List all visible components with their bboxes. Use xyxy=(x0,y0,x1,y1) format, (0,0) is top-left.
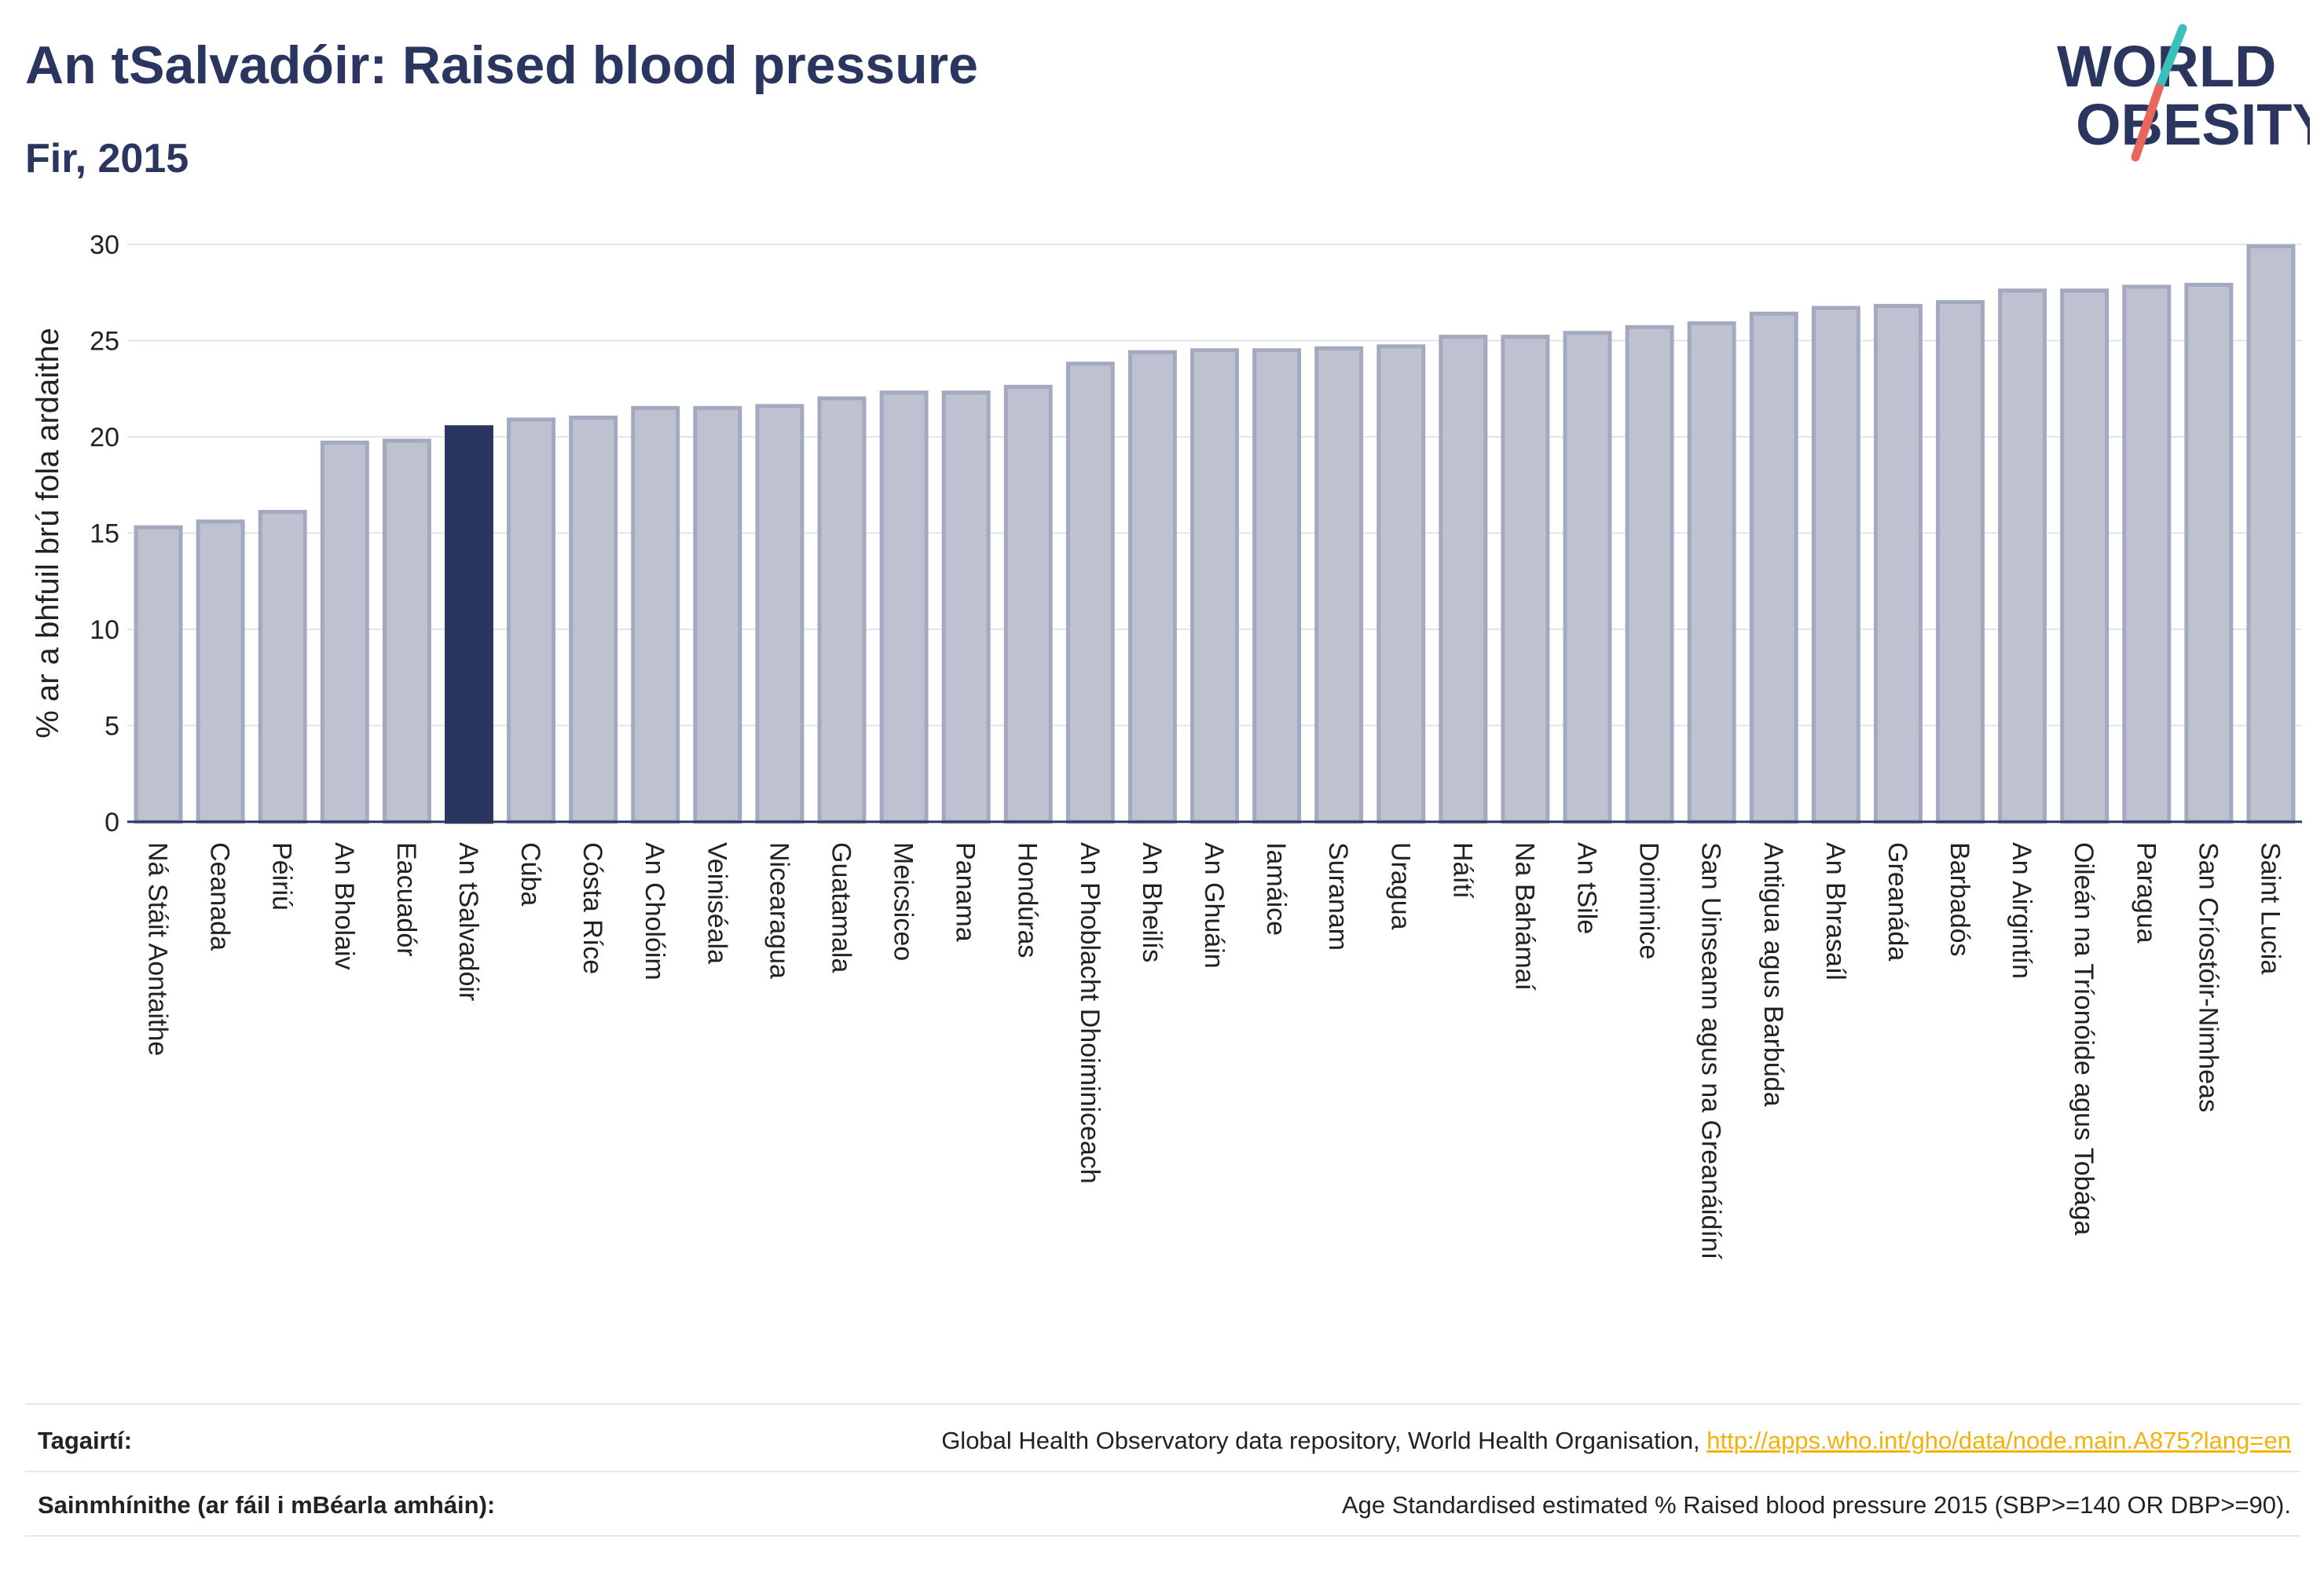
chart-title: An tSalvadóir: Raised blood pressure xyxy=(25,35,978,95)
bar[interactable] xyxy=(1439,335,1488,824)
x-tick-label: Na Bahámaí xyxy=(1509,842,1539,991)
bar[interactable] xyxy=(196,519,245,824)
bar[interactable] xyxy=(817,396,867,824)
bar[interactable] xyxy=(1873,303,1923,824)
bar-highlighted[interactable] xyxy=(445,425,493,824)
x-tick-label: San Críostóir-Nimheas xyxy=(2193,842,2223,1112)
bar[interactable] xyxy=(569,416,618,824)
x-tick-label: Veiniséala xyxy=(702,842,731,964)
y-tick-label: 10 xyxy=(90,615,119,645)
logo-slash-red xyxy=(2131,83,2164,162)
bar[interactable] xyxy=(879,390,929,824)
x-tick-label: Nicearagua xyxy=(764,842,794,979)
logo-line2: OBESITY xyxy=(2076,92,2310,157)
x-tick-label: An Bheilís xyxy=(1137,842,1167,962)
bar[interactable] xyxy=(755,404,805,824)
bar[interactable] xyxy=(1314,346,1364,824)
x-tick-label: Suranam xyxy=(1323,842,1353,951)
x-tick-label: Hondúras xyxy=(1013,842,1043,958)
y-tick-label: 25 xyxy=(90,327,119,357)
x-tick-label: Panama xyxy=(951,842,981,942)
bar[interactable] xyxy=(2122,284,2172,824)
x-tick-label: Antigua agus Barbúda xyxy=(1758,842,1788,1107)
footer-divider-top xyxy=(25,1403,2300,1405)
references-value: Global Health Observatory data repositor… xyxy=(941,1427,2291,1455)
chart-subtitle: Fir, 2015 xyxy=(25,136,189,181)
references-text: Global Health Observatory data repositor… xyxy=(941,1427,1707,1454)
x-tick-label: Cúba xyxy=(515,842,545,906)
x-tick-label: An Phoblacht Dhoiminiceach xyxy=(1075,842,1105,1184)
x-tick-label: Iamáice xyxy=(1261,842,1291,936)
bar[interactable] xyxy=(1811,306,1860,824)
bar[interactable] xyxy=(1190,348,1239,824)
bar[interactable] xyxy=(693,405,742,824)
bar[interactable] xyxy=(2184,282,2234,824)
y-tick-label: 20 xyxy=(90,423,119,453)
bar[interactable] xyxy=(1003,384,1053,824)
y-axis-label: % ar a bhfuil brú fola ardaithe xyxy=(31,328,65,739)
definitions-label: Sainmhínithe (ar fáil i mBéarla amháin): xyxy=(38,1491,496,1519)
x-tick-label: Doiminice xyxy=(1634,842,1664,959)
x-tick-label: An Airgintín xyxy=(2007,842,2036,979)
bar[interactable] xyxy=(134,525,183,824)
bar[interactable] xyxy=(1252,348,1302,824)
x-tick-label: Paragua xyxy=(2131,842,2161,944)
x-tick-label: Meicsiceo xyxy=(889,842,918,961)
x-tick-label: Greanáda xyxy=(1882,842,1912,961)
bar[interactable] xyxy=(258,510,307,824)
x-tick-label: Oileán na Tríonóide agus Tobága xyxy=(2069,842,2099,1235)
references-row: Tagairtí: Global Health Observatory data… xyxy=(38,1427,2291,1458)
definitions-value: Age Standardised estimated % Raised bloo… xyxy=(1341,1491,2291,1519)
bar[interactable] xyxy=(382,438,431,824)
x-tick-label: An Ghuáin xyxy=(1199,842,1229,969)
x-tick-label: An tSile xyxy=(1572,842,1602,934)
bar[interactable] xyxy=(941,390,991,824)
x-tick-label: Saint Lucia xyxy=(2255,842,2285,974)
x-tick-label: San Uinseann agus na Greanáidíní xyxy=(1696,842,1726,1260)
y-axis-ticks: 0 5 10 15 20 25 30 xyxy=(90,230,119,837)
logo-slash-teal xyxy=(2154,24,2187,93)
bar[interactable] xyxy=(1065,361,1115,824)
x-tick-label: An Cholóim xyxy=(640,842,669,980)
x-tick-label: Ná Stáit Aontaithe xyxy=(143,842,173,1056)
y-tick-label: 5 xyxy=(104,712,119,742)
y-tick-label: 30 xyxy=(90,230,119,260)
x-tick-label: Cósta Ríce xyxy=(577,842,607,974)
x-tick-label: Barbadós xyxy=(1945,842,1974,957)
x-axis-ticks: Ná Stáit Aontaithe Ceanada Péiriú An Bholai… xyxy=(143,842,2286,1260)
references-label: Tagairtí: xyxy=(38,1427,132,1454)
y-tick-label: 15 xyxy=(90,519,119,549)
bar[interactable] xyxy=(1501,335,1550,824)
bar[interactable] xyxy=(1563,331,1612,824)
bar[interactable] xyxy=(1376,344,1426,824)
bar[interactable] xyxy=(1625,324,1674,824)
bars xyxy=(134,244,2296,824)
bar[interactable] xyxy=(507,417,556,824)
definitions-row: Sainmhínithe (ar fáil i mBéarla amháin):… xyxy=(38,1491,2291,1523)
x-tick-label: Ceanada xyxy=(205,842,235,951)
y-tick-label: 0 xyxy=(104,808,119,837)
references-link[interactable]: http://apps.who.int/gho/data/node.main.A… xyxy=(1706,1427,2291,1454)
bar[interactable] xyxy=(2246,244,2296,824)
world-obesity-logo: WORLD OBESITY xyxy=(2057,24,2310,162)
footer-divider-middle xyxy=(25,1471,2300,1472)
bar[interactable] xyxy=(1749,311,1798,824)
bar[interactable] xyxy=(2060,288,2110,824)
bar[interactable] xyxy=(1936,300,1985,824)
bar[interactable] xyxy=(1998,288,2047,824)
x-tick-label: Háítí xyxy=(1447,842,1477,899)
bar[interactable] xyxy=(320,440,369,824)
x-tick-label: An Bhrasaíl xyxy=(1820,842,1850,980)
bar[interactable] xyxy=(631,405,680,824)
x-tick-label: An tSalvadóir xyxy=(453,842,483,1001)
x-tick-label: Péiriú xyxy=(267,842,297,911)
bar[interactable] xyxy=(1127,350,1177,824)
x-tick-label: Guatamala xyxy=(826,842,856,973)
x-tick-label: Eacuadór xyxy=(391,842,421,957)
bar-chart: 0 5 10 15 20 25 30 Ná Stáit Aontaithe Ceanada Pé… xyxy=(31,230,2302,1260)
footer-divider-bottom xyxy=(25,1535,2300,1537)
x-tick-label: Uragua xyxy=(1385,842,1415,930)
bar[interactable] xyxy=(1687,321,1736,824)
x-tick-label: An Bholaiv xyxy=(329,842,359,970)
